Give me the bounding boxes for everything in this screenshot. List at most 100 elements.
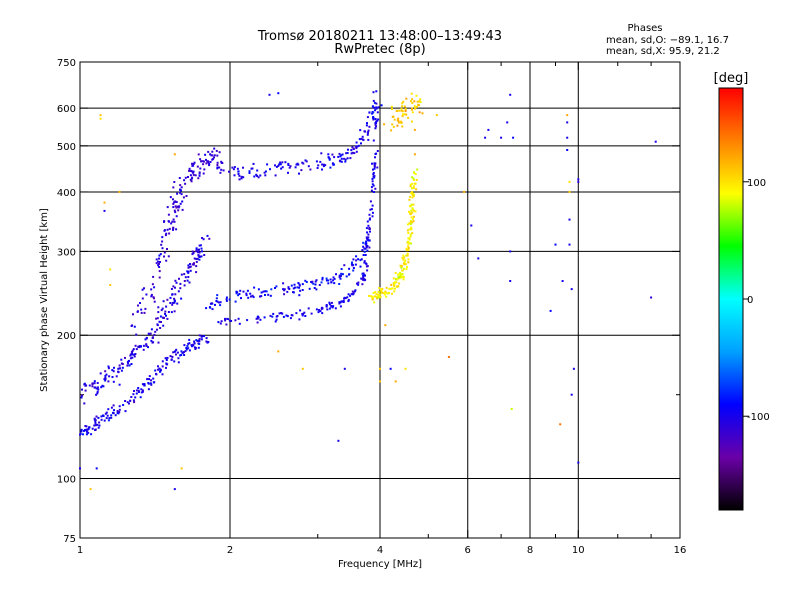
data-point [359,129,362,132]
data-point [129,354,132,357]
data-point [234,300,237,303]
data-point [83,402,86,405]
data-point [218,151,221,154]
data-point [391,287,394,290]
data-point [402,100,405,103]
data-point [401,110,404,113]
data-point [161,365,164,368]
data-point [173,300,176,303]
data-point [391,123,394,126]
data-point [174,205,177,208]
data-point [372,118,375,121]
data-point [173,181,176,183]
data-point [282,315,285,318]
data-point [318,309,321,311]
data-point [274,174,277,177]
data-point [216,166,219,169]
data-point [353,152,356,155]
data-point [158,266,161,268]
data-point [351,146,354,149]
data-point [368,213,371,216]
data-point [375,152,378,155]
data-point [216,164,219,166]
data-point [406,229,409,232]
data-point [339,155,342,158]
data-point [192,173,195,176]
data-point [307,307,310,310]
data-point [130,325,133,327]
data-point [319,160,322,163]
data-point [311,280,314,283]
data-point [175,228,178,231]
data-point [368,218,371,221]
data-point [287,162,290,165]
data-point [338,302,341,305]
data-point [80,430,83,433]
data-point [95,415,98,418]
data-point [410,209,413,212]
data-point [164,234,167,237]
data-point [225,299,228,302]
data-point [411,207,414,210]
data-point [161,247,164,250]
data-point [198,174,201,177]
data-point [192,343,195,346]
data-point [175,281,178,284]
data-point [321,312,324,315]
data-point [79,467,81,470]
data-point [267,293,270,296]
data-point [158,254,161,257]
data-point [286,315,289,318]
data-point [354,263,357,266]
data-point [116,412,119,414]
data-point [333,277,336,280]
data-point [171,303,174,306]
data-point [163,255,165,258]
data-point [369,217,371,220]
data-point [413,153,416,156]
data-point [186,345,189,347]
data-point [377,290,380,293]
x-tick-label: 4 [377,545,383,556]
data-point [96,392,99,395]
data-point [247,296,250,299]
data-point [255,173,258,176]
data-point [301,283,304,286]
data-point [163,251,166,254]
data-point [302,162,305,165]
data-point [126,360,129,363]
data-point [84,425,87,427]
data-point [118,408,121,411]
data-point [277,350,280,353]
data-point [370,295,373,298]
data-point [253,286,256,289]
data-point [357,258,360,261]
data-point [110,414,113,417]
data-point [189,178,192,181]
data-point [201,237,204,239]
data-point [149,332,152,335]
data-point [109,284,112,286]
data-point [570,288,573,291]
data-point [381,291,384,294]
data-point [199,244,202,247]
data-point [352,258,355,261]
data-point [163,229,166,232]
data-point [86,428,89,431]
data-point [183,354,186,356]
data-point [165,366,167,369]
data-point [355,141,358,144]
data-point [172,202,175,205]
data-point [200,160,203,163]
data-point [435,114,438,117]
data-point [411,191,413,193]
data-point [409,213,412,216]
data-point [93,380,96,383]
data-point [320,307,323,310]
data-point [95,387,98,390]
data-point [183,179,186,182]
data-point [308,287,311,290]
data-point [387,292,389,295]
data-point [118,411,121,414]
data-point [349,294,352,297]
